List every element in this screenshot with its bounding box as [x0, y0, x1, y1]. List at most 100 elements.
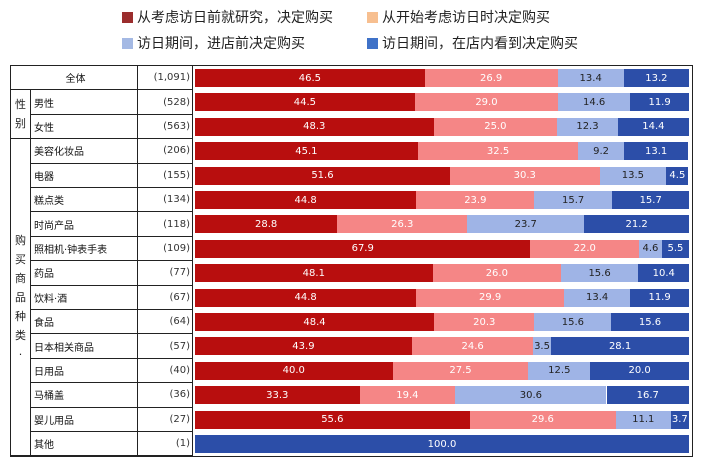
bar-segment: 14.6: [558, 93, 631, 112]
data-label: 29.9: [479, 292, 502, 304]
data-label: 25.0: [484, 121, 507, 133]
data-label: 15.7: [562, 194, 585, 206]
bar-segment: 100.0: [195, 435, 689, 453]
chart-row: 女性 (563) 48.3 25.0 12.3 14.4: [11, 114, 691, 140]
data-label: 44.8: [294, 292, 317, 304]
row-label: 全体: [11, 66, 138, 91]
data-label: 23.7: [514, 218, 537, 230]
data-label: 40.0: [282, 365, 305, 377]
chart-row: 电器 (155) 51.6 30.3 13.5 4.5: [11, 163, 691, 188]
data-label: 13.1: [645, 145, 668, 157]
row-count: (155): [138, 163, 193, 188]
row-count: (206): [138, 139, 193, 164]
row-count: (64): [138, 310, 193, 335]
data-label: 16.7: [636, 389, 659, 401]
bar-segment: 48.4: [195, 313, 435, 331]
bar-segment: 9.2: [578, 142, 624, 161]
row-count: (1): [138, 432, 193, 457]
row-count: (134): [138, 188, 193, 213]
bar-segment: 44.8: [195, 288, 417, 307]
data-label: 15.6: [561, 316, 585, 328]
legend-item: 从开始考虑访日时决定购买: [367, 7, 550, 27]
chart-row: 照相机·钟表手表 (109) 67.9 22.0 4.6 5.5: [11, 236, 691, 262]
row-label: 电器: [31, 163, 138, 188]
data-label: 24.6: [461, 340, 484, 352]
bar-segment: 24.6: [411, 337, 534, 356]
data-label: 4.6: [642, 243, 659, 255]
bar-segment: 16.7: [606, 386, 689, 405]
bar-segment: 15.7: [611, 191, 690, 209]
row-count: (36): [138, 383, 193, 408]
data-label: 5.5: [667, 243, 684, 255]
bar-segment: 26.9: [424, 69, 558, 87]
bar-segment: 3.5: [533, 337, 551, 356]
data-label: 48.1: [302, 267, 325, 279]
bar-segment: 48.1: [195, 264, 433, 283]
bar-segment: 67.9: [195, 239, 531, 258]
legend-label: 访日期间，进店前决定购买: [137, 36, 305, 52]
data-label: 48.3: [303, 121, 326, 133]
row-count: (40): [138, 358, 193, 384]
data-label: 14.6: [583, 96, 606, 108]
data-label: 12.3: [576, 121, 599, 133]
data-label: 22.0: [573, 243, 596, 255]
bar-segment: 28.1: [550, 337, 690, 356]
bar-segment: 26.0: [432, 264, 562, 283]
legend-swatch: [367, 37, 378, 49]
chart-row: 时尚产品 (118) 28.8 26.3 23.7 21.2: [11, 212, 691, 237]
legend-swatch: [367, 11, 378, 23]
bar-segment: 20.0: [590, 361, 689, 380]
data-label: 32.5: [486, 145, 510, 157]
data-label: 29.0: [475, 96, 498, 108]
bar-segment: 23.7: [467, 215, 585, 234]
row-label: 日用品: [31, 358, 138, 384]
bar-segment: 29.6: [469, 410, 616, 429]
data-label: 44.5: [293, 96, 317, 108]
group-label-gender: 性别: [11, 90, 31, 140]
bar-segment: 3.7: [670, 410, 689, 429]
bar-segment: 29.0: [414, 93, 559, 112]
row-label: 饮料·酒: [31, 285, 138, 310]
bar-segment: 12.5: [528, 361, 591, 380]
data-label: 3.7: [671, 414, 688, 426]
data-label: 30.3: [513, 170, 536, 182]
bar-segment: 29.9: [416, 288, 564, 307]
group-label-category: 购买商品种类 ·: [11, 139, 31, 457]
row-count: (563): [138, 114, 193, 140]
data-label: 11.9: [648, 292, 671, 304]
bar-segment: 48.3: [195, 117, 434, 136]
data-label: 13.4: [579, 72, 602, 84]
data-label: 28.1: [608, 340, 632, 352]
bar-segment: 23.9: [416, 191, 535, 209]
row-count: (27): [138, 407, 193, 432]
data-label: 26.3: [391, 218, 414, 230]
data-label: 15.7: [639, 194, 662, 206]
row-label: 药品: [31, 261, 138, 286]
chart-row: 糕点类 (134) 44.8 23.9 15.7 15.7: [11, 188, 691, 213]
bar-segment: 13.4: [564, 288, 631, 307]
chart-row: 饮料·酒 (67) 44.8 29.9 13.4 11.9: [11, 285, 691, 310]
bar-segment: 14.4: [617, 117, 689, 136]
data-label: 11.9: [648, 96, 671, 108]
row-count: (57): [138, 334, 193, 359]
row-label: 糕点类: [31, 188, 138, 213]
bar-segment: 10.4: [638, 264, 690, 283]
row-count: (528): [138, 90, 193, 115]
legend-label: 从考虑访日前就研究，决定购买: [137, 10, 333, 26]
bar-segment: 27.5: [392, 361, 529, 380]
legend-label: 访日期间，在店内看到决定购买: [382, 36, 578, 52]
bar-segment: 15.6: [534, 313, 612, 331]
bar-segment: 43.9: [195, 337, 412, 356]
row-label: 照相机·钟表手表: [31, 236, 138, 262]
data-label: 33.3: [266, 389, 289, 401]
chart-row: 男性 (528) 44.5 29.0 14.6 11.9: [11, 90, 691, 115]
bar-segment: 51.6: [195, 166, 450, 185]
bar-segment: 13.4: [557, 69, 624, 87]
data-label: 11.1: [632, 414, 655, 426]
bar-segment: 26.3: [337, 215, 468, 234]
row-label: 男性: [31, 90, 138, 115]
bar-segment: 15.7: [534, 191, 612, 209]
bar-segment: 22.0: [530, 239, 640, 258]
bar-segment: 20.3: [434, 313, 535, 331]
bar-segment: 12.3: [557, 117, 618, 136]
